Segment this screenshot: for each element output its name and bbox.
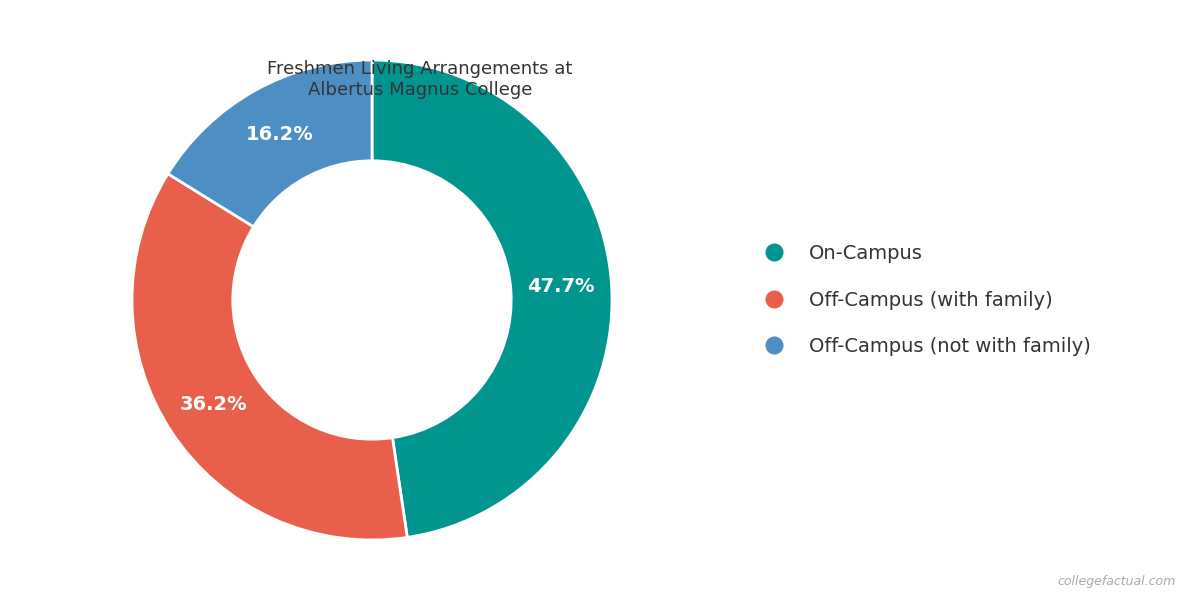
Legend: On-Campus, Off-Campus (with family), Off-Campus (not with family): On-Campus, Off-Campus (with family), Off… [736, 225, 1110, 375]
Text: 47.7%: 47.7% [527, 277, 595, 296]
Text: collegefactual.com: collegefactual.com [1057, 575, 1176, 588]
Wedge shape [168, 60, 372, 227]
Wedge shape [372, 60, 612, 538]
Text: 16.2%: 16.2% [246, 125, 313, 144]
Text: 36.2%: 36.2% [180, 395, 247, 414]
Text: Freshmen Living Arrangements at
Albertus Magnus College: Freshmen Living Arrangements at Albertus… [268, 60, 572, 99]
Wedge shape [132, 174, 407, 540]
